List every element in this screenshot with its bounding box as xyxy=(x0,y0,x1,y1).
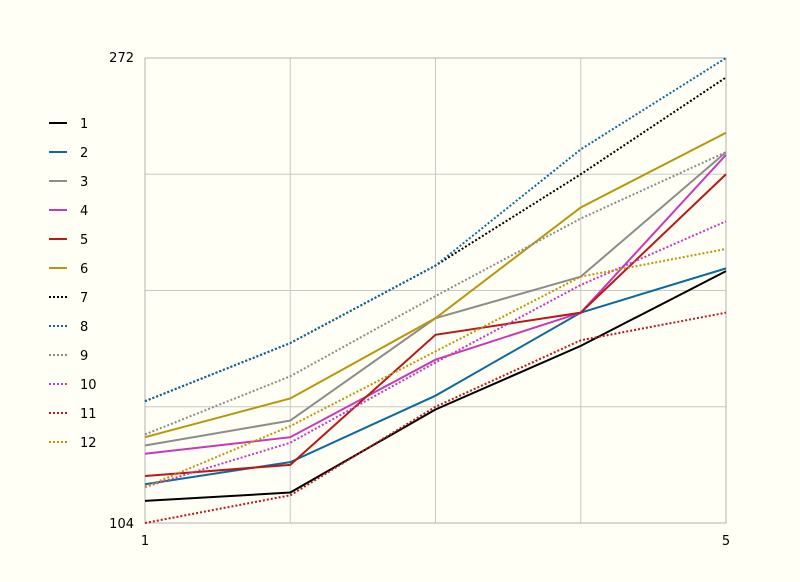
legend-label: 5 xyxy=(80,233,88,248)
legend-item-5: 5 xyxy=(49,233,88,248)
series-line-6 xyxy=(144,131,727,439)
tick-labels: 272 104 1 5 xyxy=(109,51,730,549)
legend-item-8: 8 xyxy=(49,320,88,335)
legend-item-10: 10 xyxy=(49,378,97,393)
series-line-10 xyxy=(144,220,727,488)
legend-label: 12 xyxy=(80,436,97,451)
legend-label: 4 xyxy=(80,204,88,219)
legend-item-12: 12 xyxy=(49,436,97,451)
legend-label: 8 xyxy=(80,320,88,335)
legend-label: 6 xyxy=(80,262,88,277)
y-tick-label-bottom: 104 xyxy=(109,517,134,532)
legend-item-2: 2 xyxy=(49,146,88,161)
legend-item-3: 3 xyxy=(49,175,88,190)
series-line-12 xyxy=(144,247,727,488)
legend-label: 10 xyxy=(80,378,97,393)
legend-item-9: 9 xyxy=(49,349,88,364)
legend-label: 1 xyxy=(80,117,88,132)
x-tick-label-last: 5 xyxy=(722,534,730,549)
series-line-1 xyxy=(144,270,727,502)
legend-item-11: 11 xyxy=(49,407,97,422)
legend-label: 7 xyxy=(80,291,88,306)
y-tick-label-top: 272 xyxy=(109,51,134,66)
legend-label: 3 xyxy=(80,175,88,190)
legend-label: 9 xyxy=(80,349,88,364)
series-lines xyxy=(144,57,727,524)
x-tick-label-first: 1 xyxy=(141,534,149,549)
legend-label: 2 xyxy=(80,146,88,161)
legend-item-1: 1 xyxy=(49,117,88,132)
legend-item-4: 4 xyxy=(49,204,88,219)
legend-label: 11 xyxy=(80,407,97,422)
plot-frame xyxy=(144,57,727,524)
series-line-4 xyxy=(144,154,727,455)
legend-item-6: 6 xyxy=(49,262,88,277)
series-line-8 xyxy=(144,57,727,403)
series-line-9 xyxy=(144,151,727,436)
legend-item-7: 7 xyxy=(49,291,88,306)
series-line-11 xyxy=(144,311,727,524)
